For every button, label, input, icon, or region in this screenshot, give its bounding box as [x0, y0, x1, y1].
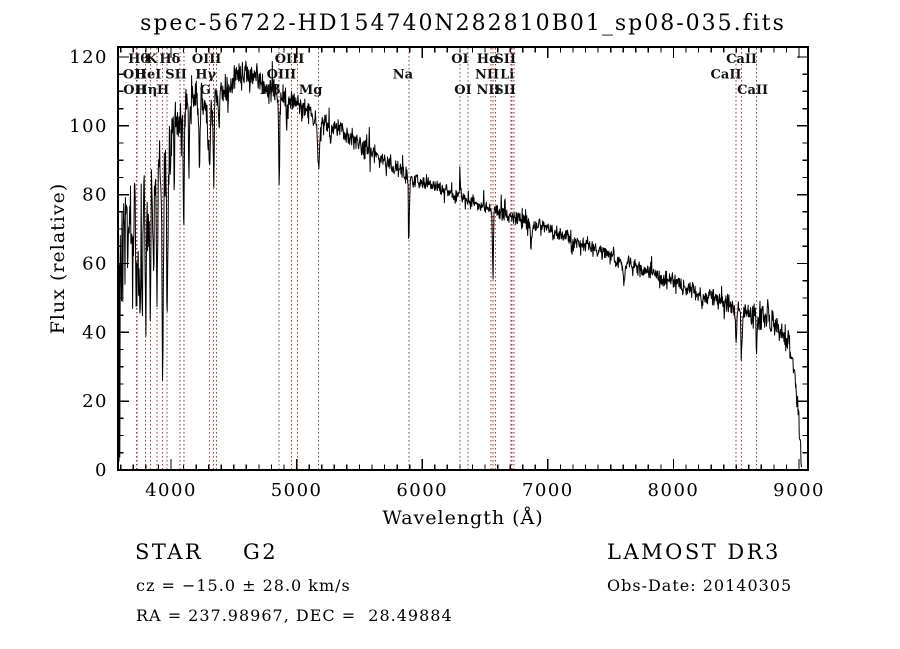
- spectral-line-label: Hδ: [159, 52, 180, 67]
- spectral-line-label: Hβ: [260, 83, 281, 98]
- y-tick-label: 20: [82, 391, 108, 412]
- spectral-line-label: K: [146, 52, 158, 67]
- spectral-line-label: OIII: [275, 52, 305, 67]
- spectral-line-label: SII: [165, 68, 187, 83]
- spectral-line-label: Hγ: [195, 68, 216, 83]
- survey-text: LAMOST DR3: [607, 540, 781, 564]
- axes-group: [117, 46, 809, 471]
- ra-dec-text: RA = 237.98967, DEC = 28.49884: [136, 606, 453, 625]
- spectrum-path: [117, 60, 802, 468]
- subclass-text: G2: [243, 540, 279, 564]
- spectrum-group: [117, 60, 802, 468]
- x-tick-label: 8000: [648, 480, 700, 501]
- y-tick-label: 60: [82, 253, 108, 274]
- y-tick-label: 40: [82, 322, 108, 343]
- y-tick-label: 0: [95, 460, 108, 481]
- spectral-line-label: CaII: [726, 52, 757, 67]
- spectral-line-label: OI: [454, 83, 471, 98]
- spectral-line-label: CaII: [737, 83, 768, 98]
- spectral-line-label: H: [157, 83, 169, 98]
- obs-date-text: Obs-Date: 20140305: [607, 576, 793, 595]
- spectral-line-label: OII: [123, 68, 147, 83]
- spectral-line-label: Mg: [299, 83, 322, 98]
- spectral-line-label: NII: [476, 83, 500, 98]
- spectral-line-label: OII: [123, 83, 147, 98]
- line-markers-group: [136, 48, 758, 469]
- y-tick-label: 100: [69, 116, 108, 137]
- spectral-line-label: Li: [500, 68, 514, 83]
- x-tick-label: 5000: [271, 480, 323, 501]
- spectral-line-label: OIII: [267, 68, 297, 83]
- x-tick-label: 9000: [773, 480, 825, 501]
- y-tick-label: 80: [82, 185, 108, 206]
- y-axis-label: Flux (relative): [47, 183, 69, 335]
- plot-box: [117, 46, 809, 471]
- x-tick-label: 6000: [396, 480, 448, 501]
- classification-text: STAR: [135, 540, 204, 564]
- spectral-line-label: Na: [393, 68, 414, 83]
- spectral-line-label: Hα: [477, 52, 499, 67]
- spectral-line-label: HeI: [135, 68, 162, 83]
- spectral-line-label: NII: [475, 68, 499, 83]
- spectral-line-label: CaII: [711, 68, 742, 83]
- spectral-line-label: SII: [494, 52, 516, 67]
- spectral-line-label: Hη: [135, 83, 157, 98]
- x-tick-label: 7000: [522, 480, 574, 501]
- spectral-line-label: G: [200, 83, 211, 98]
- axis-text-group: 4000 5000 6000 7000 8000 9000 0 20 40 60 80 100 120 W…: [47, 47, 825, 529]
- spectral-line-label: OI: [451, 52, 468, 67]
- x-axis-label: Wavelength (Å): [382, 507, 543, 529]
- spectral-line-label: OIII: [192, 52, 222, 67]
- y-tick-label: 120: [69, 47, 108, 68]
- plot-title: spec-56722-HD154740N282810B01_sp08-035.f…: [140, 11, 786, 36]
- spectral-line-label: SII: [494, 83, 516, 98]
- cz-text: cz = −15.0 ± 28.0 km/s: [136, 576, 351, 595]
- spectral-line-label: Hθ: [128, 52, 149, 67]
- x-tick-label: 4000: [145, 480, 197, 501]
